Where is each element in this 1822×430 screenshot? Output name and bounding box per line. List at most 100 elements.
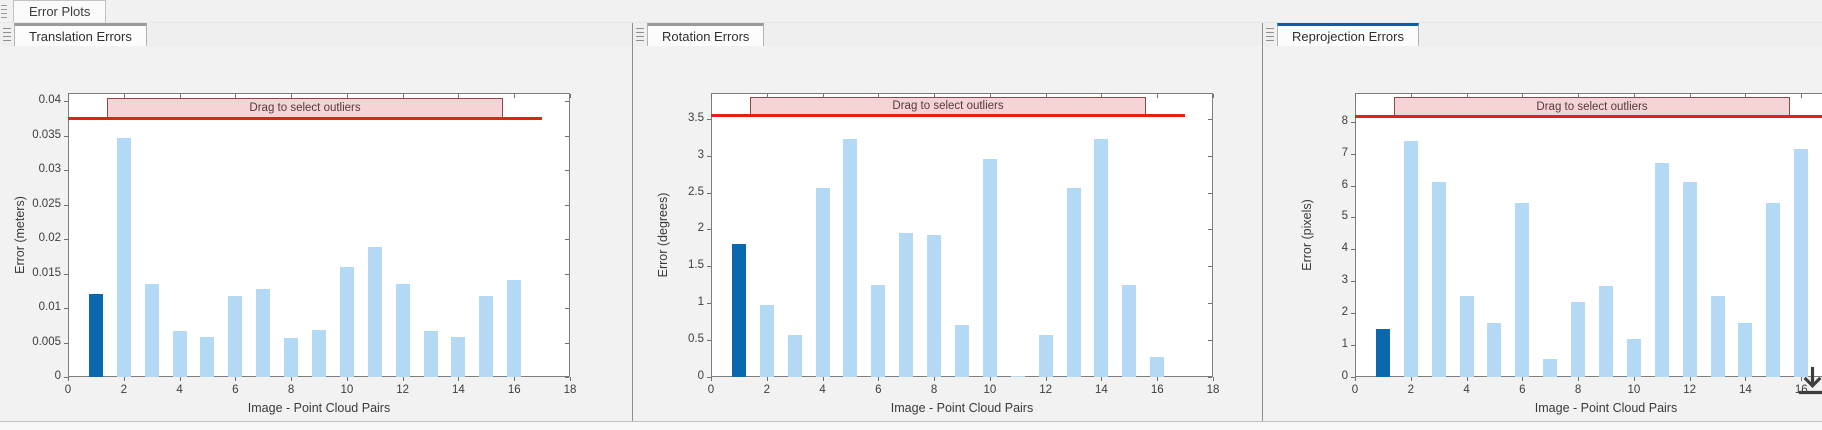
y-tick-label: 3.5 [688, 111, 704, 124]
y-tick [64, 377, 68, 378]
bar[interactable] [1710, 295, 1725, 377]
y-tick [1351, 121, 1355, 123]
bar[interactable] [1487, 322, 1502, 377]
outlier-selection-box[interactable]: Drag to select outliers [1394, 97, 1791, 116]
x-tick [1045, 377, 1047, 381]
x-tick-label: 4 [176, 384, 183, 396]
y-tick [565, 135, 569, 137]
x-tick-label: 0 [707, 384, 715, 396]
bar[interactable] [1122, 284, 1137, 377]
x-tick-label: 0 [64, 384, 72, 396]
bar[interactable] [256, 289, 271, 377]
x-tick [346, 377, 348, 381]
bar[interactable] [423, 330, 438, 377]
bar[interactable] [871, 284, 886, 377]
bar[interactable] [312, 330, 326, 377]
x-tick [123, 377, 125, 381]
grip-lines-icon[interactable] [636, 28, 644, 41]
bar[interactable] [1038, 334, 1053, 377]
bar[interactable] [479, 296, 494, 377]
outlier-selection-box[interactable]: Drag to select outliers [107, 97, 504, 118]
bar[interactable] [1459, 295, 1474, 377]
bar[interactable] [507, 280, 522, 377]
bar[interactable] [1654, 163, 1669, 377]
bar[interactable] [1094, 139, 1109, 377]
bar[interactable] [367, 246, 382, 377]
bar[interactable] [982, 159, 997, 377]
bar[interactable] [927, 235, 942, 377]
bar[interactable] [116, 138, 131, 377]
tab-label: Reprojection Errors [1292, 28, 1404, 44]
bar[interactable] [787, 334, 802, 377]
x-tick [402, 377, 404, 381]
x-tick [766, 377, 768, 381]
chart-panels: Translation Errors Drag to select outlie… [0, 23, 1822, 421]
x-tick [68, 377, 69, 381]
bar[interactable] [1010, 375, 1025, 377]
grip-lines-icon[interactable] [1, 5, 7, 19]
selected-bar[interactable] [731, 244, 746, 377]
selected-bar[interactable] [88, 293, 103, 377]
x-tick-label: 2 [120, 384, 127, 396]
bar[interactable] [1515, 203, 1530, 377]
bar[interactable] [843, 139, 858, 377]
grip-lines-icon[interactable] [1266, 28, 1274, 41]
x-tick [934, 94, 936, 98]
x-tick-label: 16 [507, 384, 521, 396]
y-tick [707, 118, 711, 120]
y-tick-label: 0.025 [32, 197, 61, 210]
selected-bar[interactable] [1375, 329, 1390, 377]
bar[interactable] [395, 283, 410, 377]
bar[interactable] [1766, 203, 1781, 377]
x-tick [1633, 377, 1635, 381]
y-tick [565, 308, 569, 310]
bar[interactable] [1794, 148, 1809, 377]
bar[interactable] [1066, 188, 1081, 377]
bar[interactable] [451, 337, 466, 377]
panel-reprojection-errors: Reprojection Errors Drag to select outli… [1263, 23, 1822, 421]
x-tick [1410, 94, 1412, 98]
x-tick [570, 94, 571, 98]
outlier-selection-box[interactable]: Drag to select outliers [750, 97, 1147, 116]
x-tick [235, 377, 237, 381]
y-tick [1351, 153, 1355, 155]
tab-label: Rotation Errors [662, 28, 750, 44]
y-tick [64, 204, 68, 206]
bar[interactable] [200, 337, 215, 377]
bar[interactable] [1543, 359, 1558, 377]
threshold-line [711, 114, 1186, 118]
tab-translation-errors[interactable]: Translation Errors [14, 23, 147, 46]
x-tick [1213, 94, 1214, 98]
x-tick [1355, 94, 1356, 98]
bar[interactable] [759, 304, 774, 377]
x-tick [934, 377, 936, 381]
panel-rotation-errors: Rotation Errors Drag to select outliers 0… [633, 23, 1263, 421]
bar[interactable] [955, 324, 969, 377]
x-tick [1157, 377, 1159, 381]
grip-lines-icon[interactable] [3, 28, 11, 41]
tab-rotation-errors[interactable]: Rotation Errors [647, 23, 765, 46]
bar[interactable] [815, 188, 830, 377]
x-tick [570, 377, 571, 381]
bar[interactable] [1403, 140, 1418, 377]
bar[interactable] [1738, 322, 1753, 377]
y-axis-label: Error (pixels) [1300, 199, 1314, 271]
bar[interactable] [1150, 357, 1165, 377]
bar[interactable] [1626, 338, 1641, 377]
arrow-down-to-line-icon[interactable] [1793, 364, 1822, 400]
bar[interactable] [339, 266, 354, 377]
bar[interactable] [899, 233, 914, 377]
bar[interactable] [228, 296, 243, 377]
bar[interactable] [284, 338, 299, 377]
bar[interactable] [1431, 182, 1446, 377]
bar[interactable] [1599, 286, 1613, 377]
reprojection-tab-bar: Reprojection Errors [1263, 23, 1822, 46]
bar[interactable] [172, 330, 187, 377]
bar[interactable] [1682, 182, 1697, 377]
x-tick [179, 377, 181, 381]
bar[interactable] [1571, 302, 1586, 377]
x-tick-label: 12 [1039, 384, 1053, 396]
bar[interactable] [144, 283, 159, 377]
tab-error-plots[interactable]: Error Plots [13, 0, 107, 22]
tab-reprojection-errors[interactable]: Reprojection Errors [1277, 23, 1419, 46]
